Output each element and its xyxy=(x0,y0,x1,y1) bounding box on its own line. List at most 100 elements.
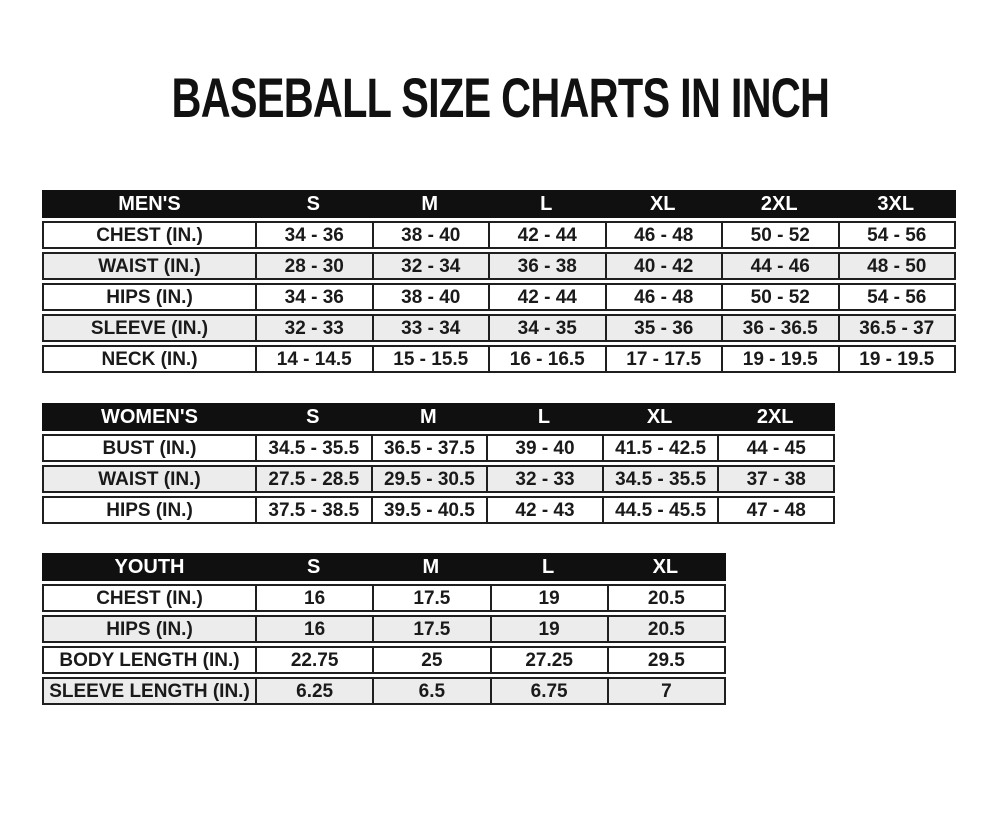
value-cell: 46 - 48 xyxy=(604,285,722,309)
table-row-neck: NECK (IN.) 14 - 14.5 15 - 15.5 16 - 16.5… xyxy=(42,345,956,373)
youth-header-row: YOUTH S M L XL xyxy=(42,553,726,581)
value-cell: 19 - 19.5 xyxy=(837,347,955,371)
row-label-cell: HIPS (IN.) xyxy=(106,618,193,640)
size-chart-page: BASEBALL SIZE CHARTS IN INCH MEN'S S M L… xyxy=(0,70,1000,705)
value-cell: 37 - 38 xyxy=(717,467,833,491)
row-label-cell: BODY LENGTH (IN.) xyxy=(59,649,240,671)
value-cell: 19 xyxy=(489,617,607,641)
header-cell-l: L xyxy=(542,556,555,578)
value-cell: 44 - 45 xyxy=(717,436,833,460)
row-label-cell: WAIST (IN.) xyxy=(98,468,201,490)
value-cell: 32 - 33 xyxy=(255,316,372,340)
header-cell-3xl: 3XL xyxy=(877,193,915,215)
header-cell-s: S xyxy=(306,556,321,578)
value-cell: 46 - 48 xyxy=(604,223,722,247)
value-cell: 16 xyxy=(255,617,372,641)
value-cell: 29.5 - 30.5 xyxy=(370,467,487,491)
table-title-cell: MEN'S xyxy=(118,193,181,215)
value-cell: 42 - 44 xyxy=(488,223,605,247)
row-label-cell: SLEEVE (IN.) xyxy=(90,317,209,339)
table-row-hips: HIPS (IN.) 34 - 36 38 - 40 42 - 44 46 - … xyxy=(42,283,956,311)
value-cell: 28 - 30 xyxy=(255,254,372,278)
table-row-bust: BUST (IN.) 34.5 - 35.5 36.5 - 37.5 39 - … xyxy=(42,434,835,462)
header-cell-l: L xyxy=(540,193,553,215)
value-cell: 16 - 16.5 xyxy=(488,347,605,371)
header-cell-m: M xyxy=(420,406,437,428)
value-cell: 42 - 43 xyxy=(486,498,602,522)
value-cell: 54 - 56 xyxy=(837,285,955,309)
value-cell: 34 - 36 xyxy=(255,223,372,247)
value-cell: 19 xyxy=(489,586,607,610)
value-cell: 39 - 40 xyxy=(486,436,602,460)
value-cell: 34.5 - 35.5 xyxy=(601,467,718,491)
value-cell: 7 xyxy=(606,679,724,703)
table-row-hips: HIPS (IN.) 16 17.5 19 20.5 xyxy=(42,615,726,643)
table-row-body-length: BODY LENGTH (IN.) 22.75 25 27.25 29.5 xyxy=(42,646,726,674)
header-cell-m: M xyxy=(421,193,439,215)
value-cell: 50 - 52 xyxy=(721,223,838,247)
value-cell: 37.5 - 38.5 xyxy=(255,498,371,522)
value-cell: 47 - 48 xyxy=(717,498,833,522)
row-label-cell: HIPS (IN.) xyxy=(106,286,193,308)
mens-header-row: MEN'S S M L XL 2XL 3XL xyxy=(42,190,956,218)
value-cell: 35 - 36 xyxy=(604,316,722,340)
value-cell: 34.5 - 35.5 xyxy=(255,436,371,460)
womens-header-row: WOMEN'S S M L XL 2XL xyxy=(42,403,835,431)
row-label-cell: WAIST (IN.) xyxy=(98,255,201,277)
value-cell: 15 - 15.5 xyxy=(371,347,489,371)
row-label-cell: NECK (IN.) xyxy=(101,348,198,370)
value-cell: 6.75 xyxy=(489,679,607,703)
row-label-cell: CHEST (IN.) xyxy=(96,587,203,609)
value-cell: 27.5 - 28.5 xyxy=(255,467,371,491)
value-cell: 39.5 - 40.5 xyxy=(370,498,487,522)
value-cell: 29.5 xyxy=(606,648,724,672)
table-row-chest: CHEST (IN.) 16 17.5 19 20.5 xyxy=(42,584,726,612)
header-cell-s: S xyxy=(306,193,320,215)
value-cell: 19 - 19.5 xyxy=(721,347,838,371)
value-cell: 32 - 33 xyxy=(486,467,602,491)
header-cell-2xl: 2XL xyxy=(760,193,798,215)
value-cell: 17.5 xyxy=(372,586,489,610)
value-cell: 48 - 50 xyxy=(837,254,955,278)
value-cell: 6.25 xyxy=(255,679,372,703)
table-title-cell: YOUTH xyxy=(114,556,185,578)
value-cell: 38 - 40 xyxy=(371,223,489,247)
table-row-hips: HIPS (IN.) 37.5 - 38.5 39.5 - 40.5 42 - … xyxy=(42,496,835,524)
value-cell: 42 - 44 xyxy=(488,285,605,309)
womens-size-table: WOMEN'S S M L XL 2XL BUST (IN.) 34.5 - 3… xyxy=(42,403,835,524)
row-label-cell: SLEEVE LENGTH (IN.) xyxy=(49,680,250,702)
header-cell-m: M xyxy=(422,556,440,578)
table-row-waist: WAIST (IN.) 28 - 30 32 - 34 36 - 38 40 -… xyxy=(42,252,956,280)
row-label-cell: BUST (IN.) xyxy=(102,437,197,459)
header-cell-xl: XL xyxy=(646,406,673,428)
value-cell: 36.5 - 37.5 xyxy=(370,436,487,460)
value-cell: 38 - 40 xyxy=(371,285,489,309)
table-row-sleeve: SLEEVE (IN.) 32 - 33 33 - 34 34 - 35 35 … xyxy=(42,314,956,342)
value-cell: 44 - 46 xyxy=(721,254,838,278)
youth-size-table: YOUTH S M L XL CHEST (IN.) 16 17.5 19 20… xyxy=(42,553,726,705)
header-cell-xl: XL xyxy=(652,556,679,578)
value-cell: 41.5 - 42.5 xyxy=(601,436,718,460)
table-row-sleeve-length: SLEEVE LENGTH (IN.) 6.25 6.5 6.75 7 xyxy=(42,677,726,705)
value-cell: 22.75 xyxy=(255,648,372,672)
header-cell-l: L xyxy=(537,406,551,428)
row-label-cell: HIPS (IN.) xyxy=(106,499,193,521)
header-cell-2xl: 2XL xyxy=(756,406,794,428)
table-row-waist: WAIST (IN.) 27.5 - 28.5 29.5 - 30.5 32 -… xyxy=(42,465,835,493)
value-cell: 40 - 42 xyxy=(604,254,722,278)
value-cell: 54 - 56 xyxy=(837,223,955,247)
value-cell: 34 - 36 xyxy=(255,285,372,309)
table-title-cell: WOMEN'S xyxy=(101,406,198,428)
value-cell: 20.5 xyxy=(606,617,724,641)
value-cell: 16 xyxy=(255,586,372,610)
value-cell: 36.5 - 37 xyxy=(837,316,955,340)
header-cell-s: S xyxy=(306,406,320,428)
page-title: BASEBALL SIZE CHARTS IN INCH xyxy=(0,70,1000,126)
value-cell: 20.5 xyxy=(606,586,724,610)
value-cell: 6.5 xyxy=(372,679,489,703)
value-cell: 50 - 52 xyxy=(721,285,838,309)
mens-size-table: MEN'S S M L XL 2XL 3XL CHEST (IN.) 34 - … xyxy=(42,190,956,373)
value-cell: 25 xyxy=(372,648,489,672)
value-cell: 27.25 xyxy=(489,648,607,672)
value-cell: 32 - 34 xyxy=(371,254,489,278)
